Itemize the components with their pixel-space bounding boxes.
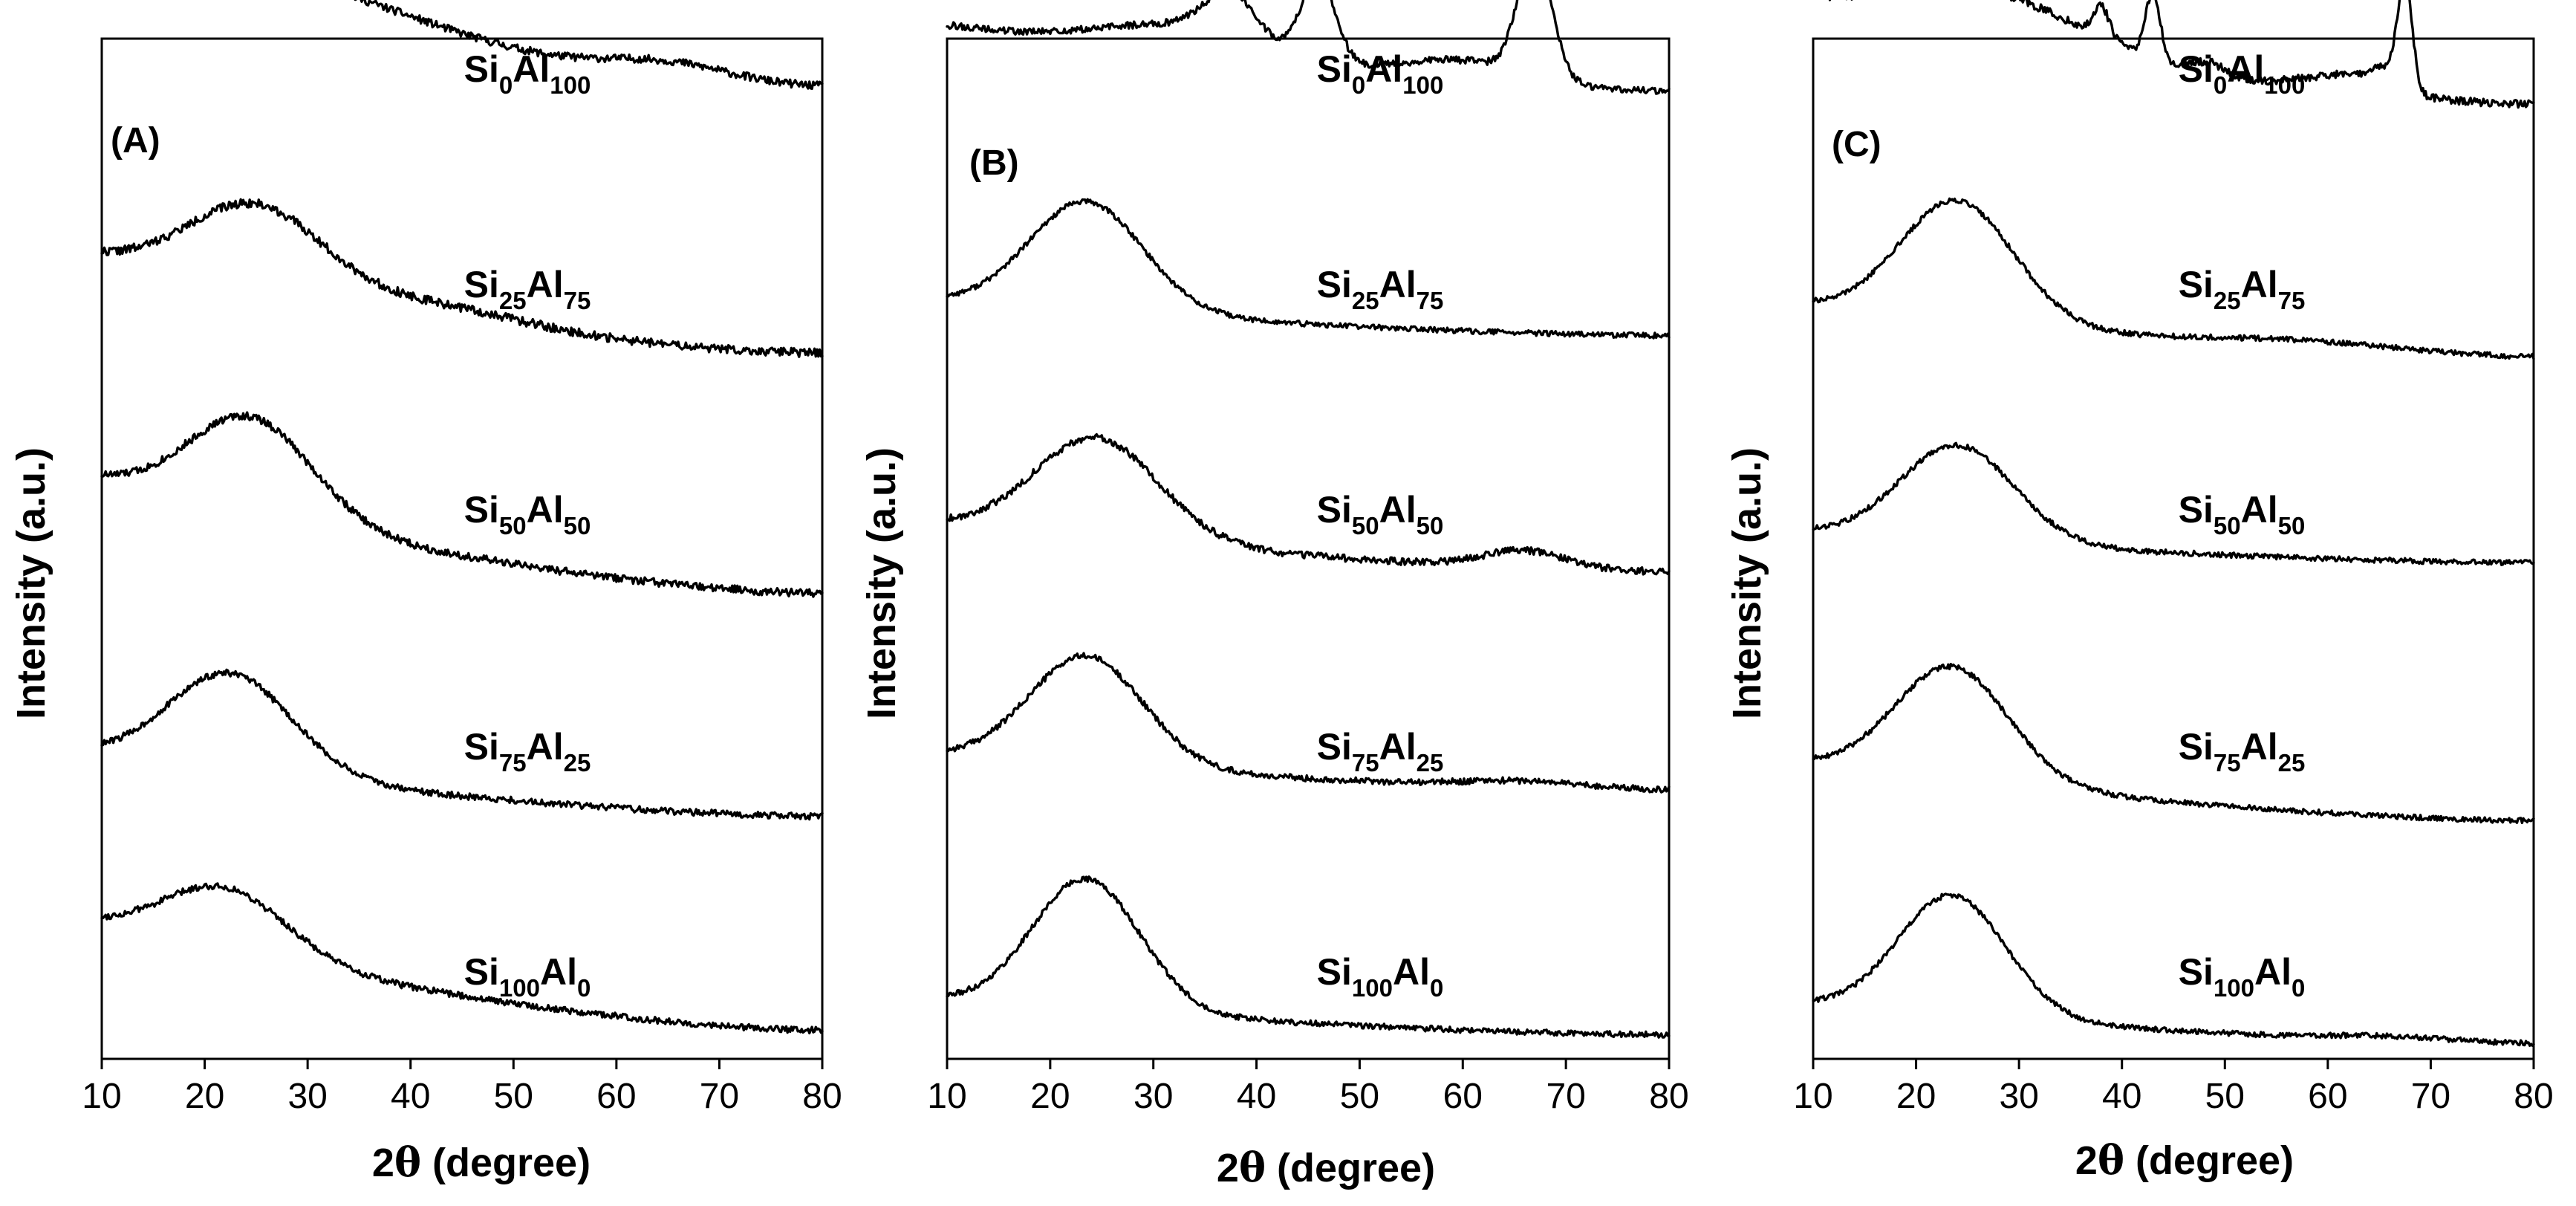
x-axis-title: 2θ (degree): [1217, 1144, 1435, 1191]
series-label-Si50Al50: Si50Al50: [1317, 489, 1444, 539]
xrd-trace-Si25Al75: [1812, 197, 2535, 360]
series-label-Si100Al0: Si100Al0: [2179, 951, 2306, 1002]
panel-tag: (C): [1832, 125, 1881, 164]
panel-tag: (B): [969, 143, 1019, 183]
x-tick-label: 30: [1999, 1077, 2038, 1116]
x-tick-label: 30: [1133, 1077, 1173, 1116]
series-label-Si25Al75: Si25Al75: [1317, 264, 1444, 314]
xrd-trace-Si0Al100: [354, 0, 824, 91]
x-tick-label: 20: [185, 1077, 224, 1116]
plot-frame: [1812, 37, 2535, 1060]
x-tick-label: 50: [494, 1077, 533, 1116]
series-label-Si0Al100: Si0Al100: [464, 48, 591, 99]
x-tick-label: 20: [1896, 1077, 1936, 1116]
x-tick-label: 20: [1030, 1077, 1070, 1116]
xrd-trace-Si100Al0: [946, 875, 1671, 1039]
x-tick-label: 70: [2411, 1077, 2450, 1116]
x-axis-title: 2θ (degree): [2075, 1136, 2294, 1184]
xrd-trace-Si0Al100: [1828, 0, 2535, 109]
series-label-Si0Al100: Si0Al100: [2179, 48, 2306, 99]
x-tick-label: 70: [1546, 1077, 1585, 1116]
x-tick-label: 60: [596, 1077, 636, 1116]
y-axis-title: Intensity (a.u.): [859, 447, 904, 719]
series-label-Si25Al75: Si25Al75: [464, 264, 591, 314]
x-tick-label: 10: [927, 1077, 966, 1116]
x-tick-label: 10: [82, 1077, 121, 1116]
x-tick-label: 10: [1793, 1077, 1832, 1116]
x-tick-label: 70: [700, 1077, 739, 1116]
xrd-trace-Si25Al75: [100, 198, 824, 358]
x-tick-label: 40: [1237, 1077, 1276, 1116]
series-label-Si0Al100: Si0Al100: [1317, 48, 1444, 99]
panel-1: 10 20 30 40 50 60 70 80 2θ (degree) Intensity (a.…: [9, 0, 842, 1186]
series-label-Si75Al25: Si75Al25: [464, 726, 591, 777]
x-tick-label: 30: [287, 1077, 327, 1116]
y-axis-title: Intensity (a.u.): [1725, 447, 1769, 719]
panel-3: 10 20 30 40 50 60 70 80 2θ (degree) Intensity (a.…: [1725, 0, 2554, 1184]
panel-tag: (A): [111, 121, 160, 161]
series-label-Si75Al25: Si75Al25: [1317, 726, 1444, 777]
xrd-trace-Si25Al75: [946, 198, 1671, 340]
xrd-trace-Si75Al25: [1812, 663, 2535, 825]
plot-frame: [946, 37, 1671, 1060]
series-label-Si75Al25: Si75Al25: [2179, 726, 2306, 777]
xrd-trace-Si50Al50: [100, 411, 824, 598]
x-tick-label: 50: [2205, 1077, 2245, 1116]
x-tick-label: 40: [391, 1077, 430, 1116]
xrd-trace-Si0Al100: [946, 0, 1671, 95]
xrd-trace-Si75Al25: [946, 652, 1671, 794]
x-tick-label: 60: [1443, 1077, 1483, 1116]
x-tick-label: 80: [1649, 1077, 1688, 1116]
x-tick-label: 80: [802, 1077, 842, 1116]
xrd-trace-Si50Al50: [946, 432, 1671, 576]
x-tick-label: 50: [1340, 1077, 1379, 1116]
plot-frame: [100, 37, 824, 1060]
xrd-trace-Si100Al0: [100, 882, 824, 1035]
series-label-Si25Al75: Si25Al75: [2179, 264, 2306, 314]
y-axis-title: Intensity (a.u.): [9, 447, 53, 719]
series-label-Si50Al50: Si50Al50: [464, 489, 591, 539]
xrd-trace-Si50Al50: [1812, 441, 2535, 566]
x-axis-title: 2θ (degree): [372, 1138, 591, 1186]
panel-2: 10 20 30 40 50 60 70 80 2θ (degree) Intensity (a.…: [859, 0, 1689, 1191]
series-label-Si50Al50: Si50Al50: [2179, 489, 2306, 539]
x-tick-label: 40: [2102, 1077, 2141, 1116]
xrd-trace-Si100Al0: [1812, 892, 2535, 1047]
xrd-trace-Si75Al25: [100, 668, 824, 821]
x-tick-label: 80: [2514, 1077, 2553, 1116]
x-tick-label: 60: [2308, 1077, 2347, 1116]
series-label-Si100Al0: Si100Al0: [464, 951, 591, 1002]
series-label-Si100Al0: Si100Al0: [1317, 951, 1444, 1002]
